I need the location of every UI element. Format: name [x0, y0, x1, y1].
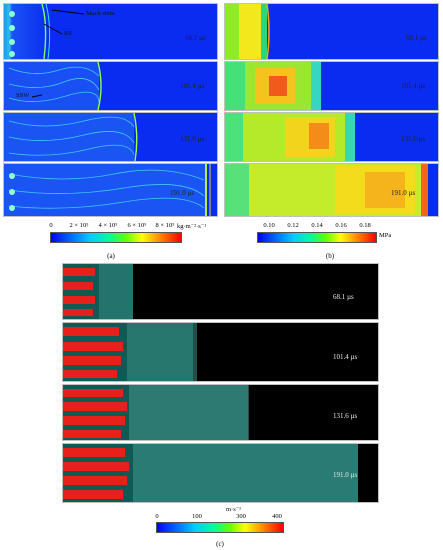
panel-c-tick-2: 300	[236, 513, 246, 520]
panel-c-colorbar-gradient	[156, 522, 284, 533]
panel-a-time-1: 68.1 µs	[185, 34, 206, 42]
panel-a-field-2	[4, 62, 217, 110]
panel-c-particles-4	[63, 444, 378, 502]
panel-b-tick-1: 0.12	[287, 222, 299, 229]
panel-b-time-1: 68.1 µs	[406, 34, 427, 42]
panel-b-caption: (b)	[325, 252, 335, 260]
annotation-ssw: SSW	[16, 92, 30, 99]
panel-a-time-3: 131.6 µs	[180, 135, 205, 143]
panel-b-tick-2: 0.14	[311, 222, 323, 229]
panel-b-frame-4: 191.0 µs	[224, 163, 439, 217]
panel-a-tick-1: 2 × 10⁵	[69, 222, 89, 229]
panel-c-frame-4: 191.0 µs	[62, 443, 379, 503]
panel-c-tick-0: 0	[155, 513, 159, 520]
panel-a-field-1	[4, 4, 217, 59]
panel-a-frame-4: 191.0 µs	[3, 163, 218, 217]
panel-b-tick-0: 0.10	[263, 222, 275, 229]
panel-c-caption: (c)	[216, 540, 224, 548]
panel-b-field-4	[225, 164, 438, 216]
panel-c-frame-2: 101.4 µs	[62, 322, 379, 382]
panel-c-particles-2	[63, 323, 378, 381]
panel-a-time-2: 101.4 µs	[180, 82, 205, 90]
panel-c-particles-1	[63, 264, 378, 319]
panel-c-particles-3	[63, 385, 378, 440]
panel-b-frame-3: 131.6 µs	[224, 112, 439, 162]
panel-b-time-3: 131.6 µs	[401, 135, 426, 143]
panel-c-time-2: 101.4 µs	[333, 353, 358, 361]
annotation-mach-stem: Mach stem	[86, 10, 115, 17]
panel-b-time-4: 191.0 µs	[391, 189, 416, 197]
panel-b-frame-1: 68.1 µs	[224, 3, 439, 60]
panel-b-tick-4: 0.18	[359, 222, 371, 229]
panel-b-colorbar-gradient	[257, 232, 377, 243]
panel-a-field-3	[4, 113, 217, 161]
panel-b-tick-3: 0.16	[335, 222, 347, 229]
panel-a-frame-2: SSW 101.4 µs	[3, 61, 218, 111]
panel-b-time-2: 101.4 µs	[401, 82, 426, 90]
panel-a-frame-3: 131.6 µs	[3, 112, 218, 162]
panel-b-frame-2: 101.4 µs	[224, 61, 439, 111]
panel-c-frame-3: 131.6 µs	[62, 384, 379, 441]
panel-a-tick-0: 0	[49, 222, 53, 229]
panel-c-time-4: 191.0 µs	[333, 471, 358, 479]
panel-b-field-1	[225, 4, 438, 59]
panel-c-tick-3: 400	[272, 513, 282, 520]
panel-a-caption: (a)	[107, 252, 115, 260]
panel-b-colorbar-unit: MPa	[379, 232, 392, 239]
panel-b-field-3	[225, 113, 438, 161]
panel-c-time-3: 131.6 µs	[333, 412, 358, 420]
panel-a-tick-3: 6 × 10⁵	[127, 222, 147, 229]
panel-a-colorbar-unit: kg·m⁻²·s⁻¹	[177, 223, 207, 230]
panel-c-time-1: 68.1 µs	[333, 293, 354, 301]
panel-a-time-4: 191.0 µs	[170, 189, 195, 197]
panel-a-frame-1: Mach stem RS 68.1 µs	[3, 3, 218, 60]
panel-c-tick-1: 100	[192, 513, 202, 520]
annotation-rs: RS	[64, 30, 72, 37]
panel-c-frame-1: 68.1 µs	[62, 263, 379, 320]
panel-b-field-2	[225, 62, 438, 110]
panel-a-colorbar-gradient	[50, 232, 182, 243]
panel-a-tick-2: 4 × 10⁵	[98, 222, 118, 229]
panel-a-tick-4: 8 × 10⁵	[155, 222, 175, 229]
panel-c-colorbar-unit: m·s⁻¹	[226, 506, 242, 513]
panel-a-field-4	[4, 164, 217, 216]
